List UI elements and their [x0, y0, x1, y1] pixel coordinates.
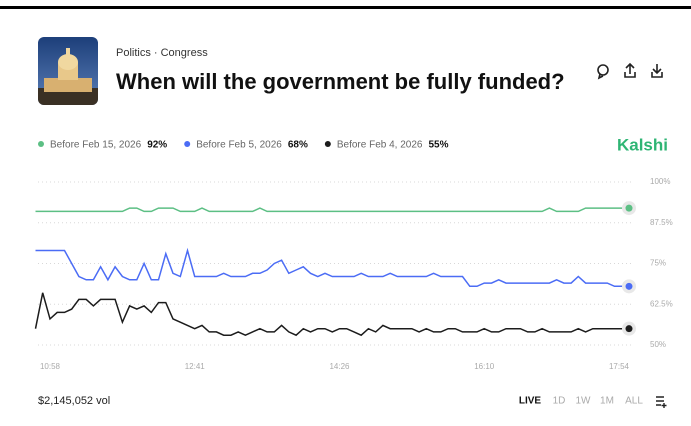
end-dot [625, 204, 633, 212]
chart-settings-icon[interactable] [656, 396, 667, 408]
y-tick-label: 100% [650, 177, 670, 186]
range-button[interactable]: 1W [576, 396, 592, 407]
range-button[interactable]: ALL [625, 396, 643, 407]
series-line [34, 292, 629, 337]
x-tick-label: 12:41 [185, 362, 206, 371]
legend-dot [184, 141, 191, 147]
end-dot [625, 282, 633, 290]
legend-value: 55% [428, 140, 448, 151]
end-dot [625, 325, 633, 333]
download-icon[interactable] [651, 64, 663, 78]
x-tick-label: 16:10 [474, 362, 495, 371]
breadcrumb[interactable]: Politics · Congress [116, 47, 208, 59]
legend-label: Before Feb 15, 2026 [50, 140, 142, 151]
brand: Kalshi [617, 135, 668, 154]
x-tick-label: 10:58 [40, 362, 61, 371]
legend-value: 92% [147, 140, 167, 151]
legend-label: Before Feb 5, 2026 [196, 140, 282, 151]
x-tick-label: 14:26 [329, 362, 350, 371]
top-bar [0, 6, 691, 9]
thumbnail [38, 37, 98, 105]
actions [597, 62, 663, 80]
y-tick-label: 50% [650, 340, 666, 349]
series-line [35, 207, 629, 213]
series-line [35, 247, 629, 288]
legend-label: Before Feb 4, 2026 [337, 140, 423, 151]
y-tick-label: 87.5% [650, 218, 673, 227]
comment-icon[interactable] [597, 64, 609, 80]
range-button[interactable]: 1M [600, 396, 614, 407]
market-title: When will the government be fully funded… [116, 69, 565, 94]
y-tick-label: 62.5% [650, 299, 673, 308]
x-tick-label: 17:54 [609, 362, 630, 371]
range-button[interactable]: LIVE [519, 396, 542, 407]
range-button[interactable]: 1D [553, 396, 566, 407]
share-icon[interactable] [624, 62, 636, 78]
y-tick-label: 75% [650, 259, 666, 268]
volume: $2,145,052 vol [38, 395, 110, 407]
legend-dot [324, 141, 331, 147]
legend-dot [38, 141, 44, 147]
legend-value: 68% [288, 140, 308, 151]
